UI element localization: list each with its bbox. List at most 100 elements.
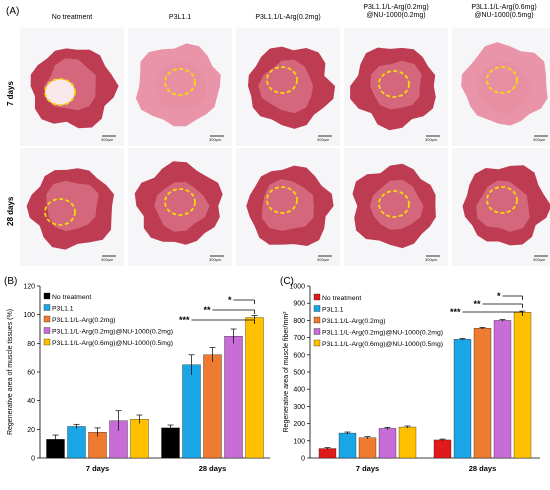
y-tick-label: 80 [27, 341, 35, 348]
bar [224, 336, 243, 459]
y-tick-label: 700 [293, 335, 305, 342]
legend-label: P3L1.1/L-Arg(0.2mg)@NU-1000(0.2mg) [322, 330, 443, 337]
bar [513, 311, 532, 459]
scale-label: 300µm [425, 257, 438, 262]
legend-swatch [313, 339, 321, 347]
significance-label: ** [203, 305, 211, 315]
histology-image-2-2: 300µm [128, 148, 232, 266]
legend-label: P3L1.1/L-Arg(0.2mg)@NU-1000(0.2mg) [52, 329, 173, 336]
bar [398, 426, 417, 459]
defect-circle [164, 68, 196, 96]
bar [433, 439, 452, 459]
chart-b: (B) 0 20 40 60 80 100 120 Regenerative area of m… [4, 276, 270, 473]
x-tick-label: 7 days [356, 464, 379, 473]
y-tick-label: 40 [27, 398, 35, 405]
bar [358, 437, 377, 459]
y-tick-label: 500 [293, 370, 305, 377]
legend-swatch [313, 328, 321, 335]
scale-label: 300µm [533, 137, 546, 142]
scale-label: 300µm [425, 137, 438, 142]
significance-label: * [228, 295, 232, 305]
legend-swatch [313, 316, 321, 324]
defect-circle [44, 198, 76, 226]
bar [182, 364, 201, 459]
histology-image-1-3: 300µm [236, 28, 340, 146]
panel-letter: (C) [280, 276, 294, 287]
x-tick-label: 28 days [469, 464, 497, 473]
bar [245, 317, 264, 459]
panel-a-letter: (A) [6, 6, 20, 17]
legend-label: No treatment [52, 294, 91, 301]
bar [378, 428, 397, 459]
defect-circle [164, 188, 196, 216]
legend-label: No treatment [322, 295, 361, 302]
row-label-1: 7 days [6, 81, 15, 106]
histology-image-1-2: 300µm [128, 28, 232, 146]
y-tick-label: 100 [293, 438, 305, 445]
y-tick-label: 60 [27, 370, 35, 377]
x-tick-label: 7 days [86, 464, 109, 473]
significance-label: ** [473, 299, 481, 309]
significance-label: * [497, 291, 501, 301]
chart-c: (C) 0 100 200 300 400 500 600 700 800 900 1000 Regen… [280, 276, 540, 473]
scale-label: 300µm [209, 257, 222, 262]
y-tick-label: 400 [293, 387, 305, 394]
y-tick-label: 300 [293, 404, 305, 411]
defect-circle [486, 186, 518, 214]
defect-circle [266, 66, 298, 94]
histology-image-1-5: 300µm [452, 28, 550, 146]
significance-label: *** [450, 307, 461, 317]
y-tick-label: 100 [23, 312, 35, 319]
histology-image-2-3: 300µm [236, 148, 340, 266]
defect-circle [266, 186, 298, 214]
y-axis-label: Regenerative area of muscle fiber/mm² [283, 311, 290, 433]
legend-label: P3L1.1 [322, 307, 344, 314]
legend-swatch [43, 304, 51, 311]
row-label-2: 28 days [6, 196, 15, 226]
y-tick-label: 0 [31, 456, 35, 463]
y-tick-label: 20 [27, 427, 35, 434]
scale-label: 300µm [317, 137, 330, 142]
y-tick-label: 800 [293, 318, 305, 325]
legend-label: P3L1.1/L-Arg(0.6mg)@NU-1000(0.5mg) [52, 340, 173, 347]
histology-image-1-1: 300µm [20, 28, 124, 146]
column-header-2: P3L1.1 [168, 14, 192, 21]
column-header-1: No treatment [51, 14, 93, 21]
x-tick-label: 28 days [199, 464, 227, 473]
scale-label: 300µm [317, 257, 330, 262]
bar [161, 427, 180, 459]
legend-swatch [43, 327, 51, 334]
significance-label: *** [179, 315, 190, 325]
y-axis-label: Regenerative area of muscle tissues (%) [7, 309, 14, 435]
column-header-3: P3L1.1/L-Arg(0.2mg) [255, 14, 321, 21]
legend-label: P3L1.1 [52, 306, 74, 313]
bar [318, 448, 337, 459]
defect-circle [44, 78, 76, 106]
legend-swatch [313, 293, 321, 301]
y-tick-label: 900 [293, 301, 305, 308]
legend-label: P3L1.1/L-Arg(0.2mg) [322, 318, 385, 325]
bar [203, 354, 222, 459]
y-tick-label: 120 [23, 284, 35, 291]
defect-circle [486, 66, 518, 94]
defect-circle [378, 70, 410, 98]
bar [130, 419, 149, 459]
histology-image-1-4: 300µm [344, 28, 448, 146]
scale-label: 300µm [533, 257, 546, 262]
y-tick-label: 0 [301, 456, 305, 463]
histology-image-2-4: 300µm [344, 148, 448, 266]
bar [453, 339, 472, 459]
y-tick-label: 600 [293, 352, 305, 359]
bar [338, 432, 357, 459]
legend-swatch [43, 292, 51, 300]
y-tick-label: 200 [293, 421, 305, 428]
legend-swatch [43, 315, 51, 323]
scale-label: 300µm [101, 137, 114, 142]
legend-swatch [313, 305, 321, 312]
histology-image-2-1: 300µm [20, 148, 124, 266]
scale-label: 300µm [209, 137, 222, 142]
column-header-4: P3L1.1/L-Arg(0.2mg) @NU-1000(0.2mg) [363, 4, 429, 19]
legend-label: P3L1.1/L-Arg(0.2mg) [52, 317, 115, 324]
legend-label: P3L1.1/L-Arg(0.6mg)@NU-1000(0.5mg) [322, 341, 443, 348]
bar [473, 327, 492, 459]
